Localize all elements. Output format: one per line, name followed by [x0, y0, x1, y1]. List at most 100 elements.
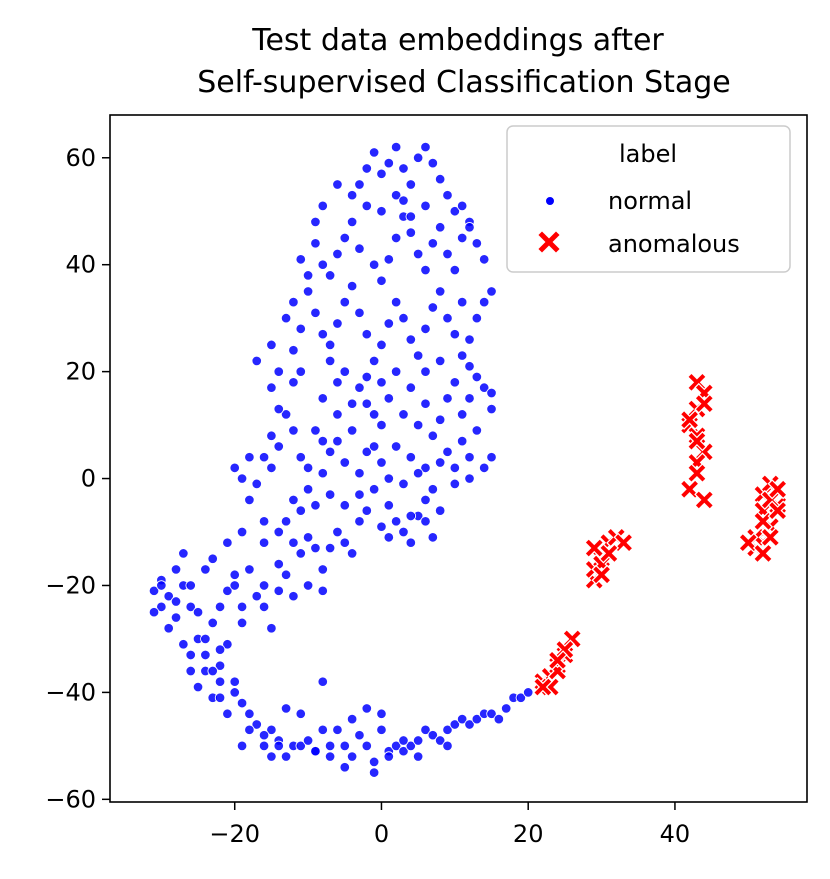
normal-point — [229, 687, 240, 698]
normal-point — [200, 564, 211, 575]
anomalous-point — [613, 532, 634, 553]
normal-point — [214, 692, 226, 703]
normal-point — [295, 708, 307, 720]
normal-point — [405, 451, 417, 463]
normal-point — [295, 323, 307, 335]
normal-point — [251, 478, 262, 490]
normal-point — [346, 189, 358, 201]
anomalous-point — [760, 527, 781, 548]
normal-point — [295, 740, 307, 752]
normal-point — [192, 681, 204, 693]
normal-point — [368, 441, 380, 452]
normal-point — [522, 687, 534, 698]
normal-point — [280, 703, 292, 714]
normal-point — [214, 644, 226, 655]
normal-point — [442, 724, 453, 736]
normal-point — [288, 590, 299, 602]
normal-point — [449, 264, 461, 276]
normal-point — [236, 473, 248, 484]
normal-point — [420, 141, 431, 153]
normal-point — [310, 542, 321, 554]
normal-point — [273, 558, 284, 570]
normal-point — [258, 580, 270, 591]
anomalous-point — [767, 500, 788, 521]
normal-point — [317, 259, 329, 270]
normal-point — [346, 398, 358, 409]
y-tick-label: 20 — [65, 358, 96, 386]
normal-point — [332, 318, 343, 329]
normal-point — [449, 205, 461, 217]
normal-point — [339, 232, 351, 244]
x-tick-label: 20 — [513, 820, 544, 848]
normal-point — [266, 724, 277, 736]
x-tick-label: 40 — [660, 820, 691, 848]
normal-point — [471, 238, 483, 249]
anomalous-point — [686, 463, 708, 484]
normal-point — [280, 516, 292, 527]
anomalous-point — [584, 537, 605, 559]
normal-point — [405, 334, 417, 345]
normal-point — [229, 580, 240, 591]
normal-point — [361, 505, 373, 516]
anomalous-point — [752, 543, 774, 564]
normal-point — [170, 564, 182, 575]
normal-point — [185, 601, 196, 613]
anomalous-point — [547, 650, 568, 671]
normal-point — [405, 510, 417, 522]
normal-point — [317, 724, 329, 736]
normal-point — [339, 761, 351, 773]
normal-point — [456, 713, 468, 725]
normal-point — [398, 478, 409, 490]
normal-point — [288, 344, 299, 356]
normal-point — [354, 307, 365, 319]
normal-point — [324, 339, 336, 351]
normal-point — [302, 270, 314, 281]
normal-point — [361, 328, 373, 340]
normal-point — [185, 649, 196, 661]
normal-point — [251, 719, 262, 730]
normal-point — [449, 462, 461, 474]
normal-point — [251, 355, 262, 367]
normal-point — [376, 205, 387, 217]
normal-point — [222, 537, 233, 548]
normal-point — [456, 409, 468, 420]
normal-point — [295, 254, 307, 265]
normal-point — [324, 355, 336, 367]
normal-point — [258, 740, 270, 752]
normal-point — [434, 735, 446, 746]
normal-point — [207, 617, 218, 629]
normal-point — [207, 665, 218, 677]
normal-point — [346, 280, 358, 292]
normal-point — [222, 708, 233, 720]
normal-point — [266, 751, 277, 762]
normal-point — [339, 296, 351, 308]
normal-point — [229, 676, 240, 687]
normal-point — [302, 286, 314, 297]
normal-point — [324, 270, 336, 281]
normal-point — [332, 377, 343, 388]
normal-point — [288, 296, 299, 308]
normal-point — [398, 409, 409, 420]
normal-point — [486, 403, 497, 415]
normal-point — [251, 590, 262, 602]
normal-point — [332, 179, 343, 190]
normal-point — [442, 446, 453, 458]
normal-point — [390, 232, 402, 244]
normal-point — [478, 254, 490, 265]
normal-point — [464, 222, 475, 233]
plot-frame — [109, 114, 808, 803]
normal-point — [412, 419, 424, 431]
normal-point — [383, 751, 395, 762]
normal-point — [185, 580, 196, 591]
legend-normal-label: normal — [608, 187, 692, 215]
normal-point — [464, 393, 475, 404]
normal-point — [471, 713, 483, 725]
normal-point — [383, 318, 395, 329]
normal-point — [266, 622, 277, 634]
normal-point — [200, 649, 211, 661]
normal-point — [361, 446, 373, 458]
normal-point — [449, 719, 461, 730]
anomalous-point — [591, 564, 612, 585]
normal-point — [405, 537, 417, 548]
